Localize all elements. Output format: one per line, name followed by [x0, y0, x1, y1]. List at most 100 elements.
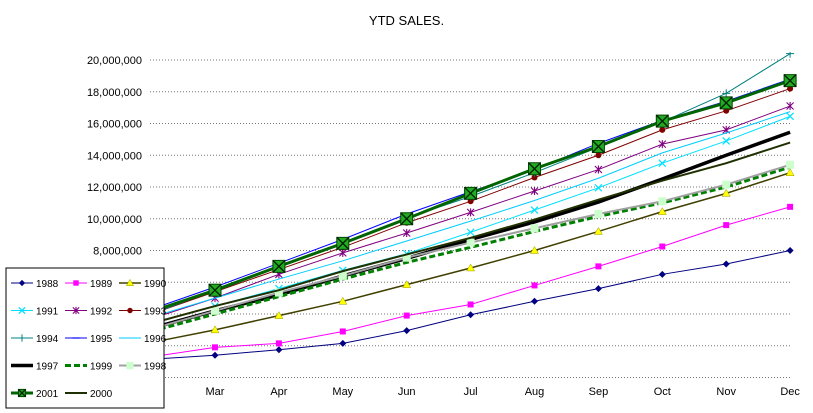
- data-point-marker: [466, 208, 475, 217]
- series-1990: [150, 168, 795, 344]
- data-point-marker: [659, 126, 666, 133]
- y-axis-tick-labels: 20,000,000 18,000,000 16,000,000 14,000,000…: [87, 55, 142, 258]
- y-tick-label: 14,000,000: [87, 150, 142, 162]
- data-point-marker: [208, 283, 222, 297]
- data-point-marker: [466, 238, 475, 247]
- data-point-marker: [719, 96, 733, 110]
- series-1994: [150, 52, 795, 315]
- data-point-marker: [73, 280, 79, 286]
- data-point-marker: [466, 228, 475, 237]
- data-point-marker: [721, 188, 731, 197]
- legend-item-2000: 2000: [65, 389, 113, 400]
- legend-item-1997: 1997: [11, 362, 59, 373]
- data-point-marker: [466, 263, 476, 272]
- data-point-marker: [786, 102, 794, 111]
- data-point-marker: [18, 279, 26, 287]
- data-point-marker: [72, 306, 80, 315]
- legend-item-2001: 2001: [11, 388, 59, 400]
- legend-label: 1992: [90, 307, 113, 318]
- x-tick-label: Dec: [780, 386, 800, 398]
- data-point-marker: [722, 137, 731, 145]
- series-2000: [150, 141, 791, 325]
- legend-item-1993: 1993: [119, 307, 167, 318]
- data-point-marker: [595, 263, 602, 270]
- data-point-marker: [403, 327, 411, 335]
- data-point-marker: [402, 229, 411, 238]
- series-1992: [150, 102, 794, 320]
- data-point-marker: [274, 288, 283, 297]
- y-tick-label: 18,000,000: [87, 87, 142, 99]
- series-1998: [150, 160, 795, 331]
- y-tick-label: 20,000,000: [87, 55, 142, 67]
- legend-label: 1997: [36, 362, 59, 373]
- data-point-marker: [531, 282, 538, 289]
- data-point-marker: [723, 222, 730, 229]
- data-point-marker: [275, 340, 282, 347]
- data-point-marker: [338, 296, 348, 305]
- data-point-marker: [275, 346, 283, 354]
- data-point-marker: [722, 260, 730, 268]
- legend-label: 1993: [144, 307, 167, 318]
- series-1988: [151, 247, 794, 360]
- legend-label: 1998: [144, 362, 167, 373]
- y-tick-label: 8,000,000: [93, 246, 142, 258]
- legend-label: 1995: [90, 334, 113, 345]
- data-point-marker: [530, 245, 539, 254]
- data-point-marker: [528, 162, 541, 176]
- legend-item-1996: 1996: [119, 334, 167, 345]
- y-tick-label: 10,000,000: [87, 214, 142, 226]
- x-tick-label: Mar: [206, 386, 225, 398]
- series-line-1999: [150, 165, 791, 333]
- data-point-marker: [464, 186, 478, 200]
- data-point-marker: [402, 280, 412, 288]
- x-tick-label: Sep: [589, 386, 609, 398]
- legend-label: 1994: [36, 334, 59, 345]
- data-point-marker: [594, 285, 602, 293]
- x-tick-label: Nov: [716, 386, 736, 398]
- data-point-marker: [210, 325, 220, 334]
- data-point-marker: [17, 388, 27, 398]
- series-2001: [150, 74, 797, 314]
- data-point-marker: [722, 180, 731, 189]
- data-point-marker: [336, 236, 350, 250]
- legend-label: 2000: [90, 389, 113, 400]
- data-point-marker: [339, 339, 347, 347]
- data-point-marker: [530, 206, 539, 214]
- x-tick-label: Jun: [398, 386, 416, 398]
- legend-item-1999: 1999: [65, 362, 113, 373]
- data-point-marker: [211, 306, 219, 315]
- data-point-marker: [658, 270, 666, 278]
- data-point-marker: [126, 361, 134, 370]
- data-point-marker: [272, 259, 286, 273]
- series-1991: [150, 112, 795, 325]
- data-point-marker: [786, 160, 795, 169]
- data-point-marker: [274, 311, 284, 319]
- series-line-1991: [150, 115, 791, 325]
- series-1999: [150, 165, 791, 333]
- data-point-marker: [403, 312, 410, 319]
- data-point-marker: [127, 307, 133, 314]
- legend-item-1990: 1990: [119, 278, 167, 290]
- chart-title: YTD SALES.: [368, 13, 445, 28]
- data-point-marker: [785, 168, 795, 176]
- legend: 1988 1989 1990 1991 1992 1993 1994 1995 1996 1997…: [5, 267, 167, 409]
- data-point-marker: [18, 306, 26, 315]
- legend-item-1992: 1992: [65, 307, 113, 318]
- data-point-marker: [402, 253, 411, 262]
- data-point-marker: [594, 165, 603, 174]
- data-point-marker: [658, 159, 667, 168]
- x-tick-label: Apr: [270, 386, 287, 398]
- data-point-marker: [594, 209, 603, 218]
- legend-label: 1988: [36, 279, 59, 290]
- series-1996: [150, 111, 791, 318]
- legend-item-1988: 1988: [11, 279, 59, 290]
- data-point-marker: [338, 271, 347, 280]
- legend-label: 1996: [144, 334, 167, 345]
- series-line-2000: [150, 141, 791, 325]
- data-point-marker: [657, 207, 667, 215]
- data-point-marker: [786, 247, 794, 254]
- legend-label: 1991: [36, 307, 59, 318]
- y-tick-label: 16,000,000: [87, 119, 142, 131]
- x-tick-label: Oct: [654, 386, 671, 398]
- data-point-marker: [595, 152, 602, 159]
